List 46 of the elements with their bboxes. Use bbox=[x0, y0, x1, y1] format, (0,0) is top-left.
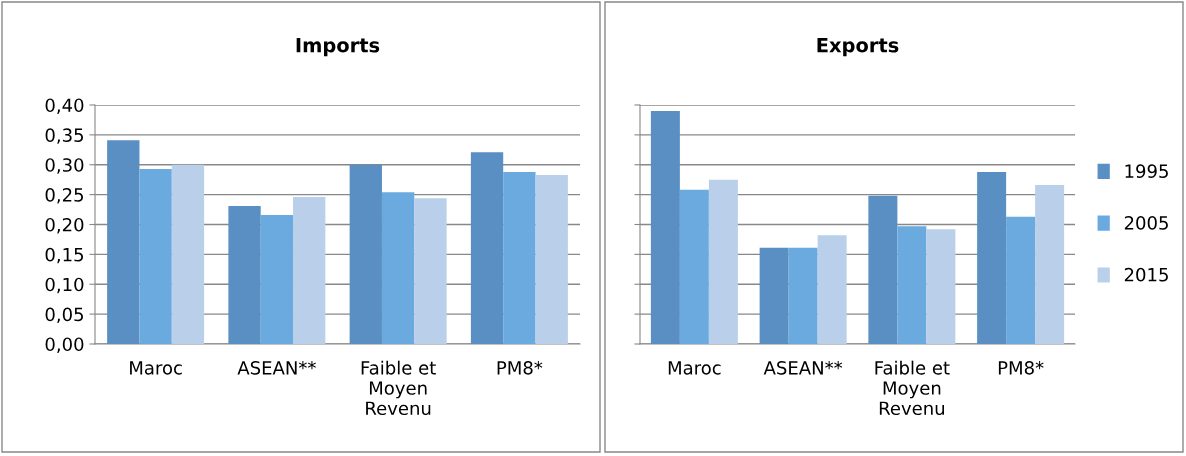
y-tick-label: 0,30 bbox=[45, 158, 84, 174]
bar bbox=[1035, 185, 1065, 344]
bar bbox=[414, 198, 447, 344]
y-tick-label: 0,20 bbox=[45, 217, 84, 234]
x-tick-label: Maroc bbox=[130, 361, 182, 375]
bar bbox=[679, 189, 709, 344]
y-tick-label: 0,35 bbox=[45, 128, 84, 144]
bar bbox=[503, 171, 536, 344]
bar bbox=[228, 205, 261, 344]
x-tick-label: ASEAN** bbox=[763, 360, 843, 375]
y-tick-label: 0,25 bbox=[45, 188, 84, 204]
bar bbox=[535, 174, 568, 344]
x-tick-label: Faible et Moyen Revenu bbox=[361, 360, 436, 416]
bar bbox=[708, 179, 738, 344]
y-tick-label: 0,10 bbox=[45, 277, 84, 294]
bar bbox=[788, 247, 818, 344]
x-tick-label: PM8* bbox=[497, 360, 543, 375]
bar bbox=[650, 110, 680, 344]
x-tick-label: Faible et Moyen Revenu bbox=[875, 360, 950, 416]
y-tick-label: 0,40 bbox=[45, 98, 84, 114]
x-tick-label: Maroc bbox=[668, 361, 721, 375]
y-tick-label: 0,15 bbox=[45, 247, 84, 264]
bar bbox=[926, 229, 956, 344]
bar bbox=[868, 195, 898, 344]
bar bbox=[349, 164, 382, 344]
chart-title: Exports bbox=[817, 38, 899, 57]
bar bbox=[759, 247, 789, 344]
y-tick-label: 0,00 bbox=[45, 337, 84, 353]
y-tick-label: 0,05 bbox=[45, 307, 84, 324]
chart-title: Imports bbox=[296, 38, 380, 57]
bar bbox=[139, 168, 172, 344]
bar bbox=[260, 214, 294, 344]
bar bbox=[1006, 216, 1036, 344]
legend-label: 2005 bbox=[1124, 216, 1168, 230]
bar bbox=[817, 235, 847, 344]
bar bbox=[107, 140, 140, 344]
bar bbox=[977, 171, 1007, 344]
bar bbox=[470, 152, 504, 344]
bar bbox=[171, 164, 205, 344]
x-tick-label: PM8* bbox=[998, 360, 1044, 375]
x-tick-label: ASEAN** bbox=[237, 360, 316, 375]
legend-label: 2015 bbox=[1124, 267, 1168, 282]
bar bbox=[897, 226, 927, 344]
bar bbox=[381, 192, 415, 344]
bar bbox=[293, 197, 326, 344]
legend-label: 1995 bbox=[1125, 164, 1168, 178]
